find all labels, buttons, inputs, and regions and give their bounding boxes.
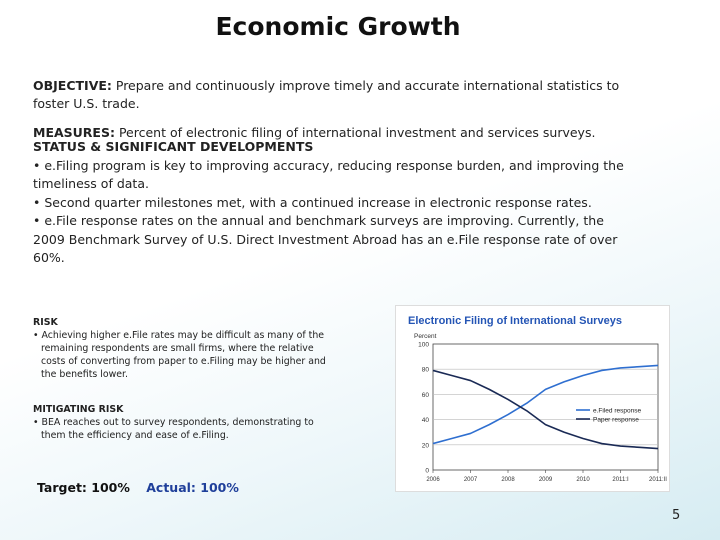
page-number: 5: [672, 508, 681, 523]
x-tick-label: 2011:II: [649, 477, 667, 483]
mitigating-risk-section: MITIGATING RISK • BEA reaches out to sur…: [33, 403, 333, 442]
legend-label: Paper response: [593, 417, 639, 424]
efiling-chart: Electronic Filing of International Surve…: [395, 305, 670, 492]
y-tick-label: 40: [422, 417, 430, 424]
x-tick-label: 2010: [576, 477, 590, 483]
series-line-paper: [432, 369, 659, 450]
status-heading: STATUS & SIGNIFICANT DEVELOPMENTS: [33, 139, 314, 154]
efiling-chart-svg: Electronic Filing of International Surve…: [408, 315, 667, 483]
status-item: • e.File response rates on the annual an…: [33, 213, 618, 265]
x-tick-label: 2007: [464, 477, 478, 483]
series-line-efiled: [432, 364, 659, 445]
y-tick-label: 100: [418, 342, 429, 349]
status-item: • e.Filing program is key to improving a…: [33, 157, 624, 192]
target-line: Target: 100% Actual: 100%: [37, 480, 239, 495]
chart-title: Electronic Filing of International Surve…: [408, 315, 622, 327]
x-tick-label: 2008: [501, 477, 515, 483]
plot-frame: [432, 343, 659, 471]
measures-label: MEASURES:: [33, 125, 115, 140]
target-text: Target: 100%: [37, 480, 130, 495]
y-tick-label: 60: [422, 392, 430, 399]
legend-label: e.Filed response: [593, 408, 641, 415]
chart-ylabel: Percent: [414, 333, 437, 340]
page-title: Economic Growth: [215, 12, 461, 41]
x-tick-label: 2009: [539, 477, 553, 483]
objective-label: OBJECTIVE:: [33, 78, 112, 93]
mitigating-risk-heading: MITIGATING RISK: [33, 404, 124, 415]
objective-body: Prepare and continuously improve timely …: [33, 78, 620, 111]
mitigating-risk-item: • BEA reaches out to survey respondents,…: [33, 417, 314, 441]
measures-text: MEASURES: Percent of electronic filing o…: [33, 124, 653, 142]
risk-item: • Achieving higher e.File rates may be d…: [33, 330, 326, 380]
risk-section: RISK • Achieving higher e.File rates may…: [33, 316, 338, 381]
measures-body: Percent of electronic filing of internat…: [114, 125, 596, 140]
y-tick-label: 20: [422, 442, 430, 449]
y-tick-label: 0: [425, 468, 429, 475]
status-item: • Second quarter milestones met, with a …: [33, 194, 592, 210]
x-tick-label: 2006: [426, 477, 440, 483]
x-tick-label: 2011:I: [612, 477, 629, 483]
status-section: STATUS & SIGNIFICANT DEVELOPMENTS • e.Fi…: [33, 138, 633, 268]
y-tick-label: 80: [422, 367, 430, 374]
objective-text: OBJECTIVE: Prepare and continuously impr…: [33, 77, 643, 112]
actual-text: Actual: 100%: [146, 480, 239, 495]
risk-heading: RISK: [33, 317, 58, 328]
